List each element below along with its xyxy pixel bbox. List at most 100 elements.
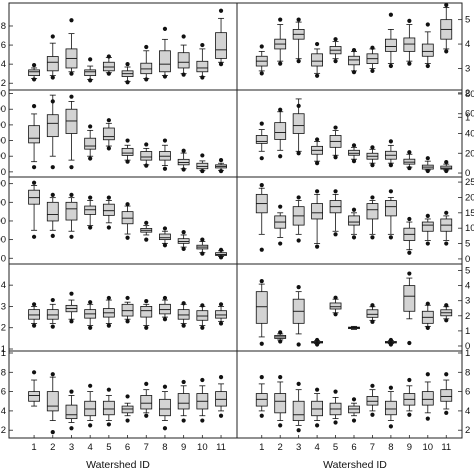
left-tick-label: 2 xyxy=(1,78,6,89)
panel-1-right xyxy=(255,2,453,78)
outlier-point xyxy=(162,166,168,171)
box-watershed-6 xyxy=(348,143,360,164)
outlier-point xyxy=(296,17,301,22)
left-tick-label: 8 xyxy=(1,21,6,32)
outlier-point xyxy=(218,158,224,163)
outlier-point xyxy=(333,59,338,64)
outlier-point xyxy=(259,71,264,76)
outlier-point xyxy=(144,325,149,330)
outlier-point xyxy=(259,247,264,252)
outlier-point xyxy=(144,299,149,304)
outlier-point xyxy=(278,423,283,428)
left-tick-label: 00 xyxy=(0,120,6,131)
outlier-point xyxy=(125,295,130,301)
box-watershed-8 xyxy=(159,26,171,79)
box-watershed-7 xyxy=(366,45,379,74)
outlier-point xyxy=(315,137,320,142)
box-iqr xyxy=(366,309,379,318)
outlier-point xyxy=(218,302,224,307)
box-iqr xyxy=(403,37,416,52)
box-iqr xyxy=(102,400,115,416)
box-watershed-4 xyxy=(84,124,97,161)
box-watershed-7 xyxy=(140,381,153,418)
box-watershed-5 xyxy=(329,37,342,64)
outlier-point xyxy=(351,159,357,164)
box-watershed-8 xyxy=(384,385,397,429)
box-watershed-6 xyxy=(121,394,134,423)
outlier-point xyxy=(31,63,37,68)
outlier-point xyxy=(69,192,74,197)
panel-3-left xyxy=(28,180,227,260)
x-tick-label: 3 xyxy=(296,442,301,453)
outlier-point xyxy=(69,165,74,170)
box-watershed-6 xyxy=(348,325,360,330)
box-watershed-2 xyxy=(46,297,59,329)
x-tick-label: 10 xyxy=(197,442,208,453)
outlier-point xyxy=(125,394,130,399)
outlier-point xyxy=(162,226,168,231)
outlier-point xyxy=(296,195,301,200)
outlier-point xyxy=(181,72,186,77)
x-tick-label: 4 xyxy=(314,442,319,453)
outlier-point xyxy=(444,210,449,215)
box-watershed-11 xyxy=(440,160,453,174)
outlier-point xyxy=(88,383,93,388)
box-watershed-10 xyxy=(196,153,209,174)
outlier-point xyxy=(218,321,224,326)
x-tick-label: 3 xyxy=(69,442,74,453)
box-watershed-6 xyxy=(121,295,134,324)
outlier-point xyxy=(125,235,130,240)
box-watershed-3 xyxy=(292,98,305,156)
outlier-point xyxy=(333,420,338,425)
x-tick-label: 2 xyxy=(50,442,55,453)
box-watershed-7 xyxy=(366,383,379,417)
outlier-point xyxy=(31,370,37,375)
box-watershed-5 xyxy=(102,54,115,76)
outlier-point xyxy=(88,78,93,83)
right-tick-label: 60 xyxy=(465,109,474,120)
right-tick-label: 2 xyxy=(465,311,470,322)
box-iqr xyxy=(140,395,153,410)
outlier-point xyxy=(388,385,393,390)
box-watershed-7 xyxy=(366,303,379,324)
box-iqr xyxy=(46,309,59,320)
outlier-point xyxy=(88,423,93,428)
left-tick-label: 00 xyxy=(0,151,6,162)
left-tick-label: 1 xyxy=(1,344,6,355)
outlier-point xyxy=(425,168,430,174)
outlier-point xyxy=(444,2,449,8)
box-watershed-10 xyxy=(421,372,434,421)
outlier-point xyxy=(106,225,111,230)
box-watershed-3 xyxy=(65,291,78,324)
panel-5-left xyxy=(28,370,227,435)
outlier-point xyxy=(106,323,111,328)
box-watershed-1 xyxy=(255,121,268,161)
box-iqr xyxy=(329,302,342,310)
outlier-point xyxy=(200,377,205,383)
box-iqr xyxy=(421,221,434,232)
box-watershed-8 xyxy=(384,189,397,240)
outlier-point xyxy=(162,295,168,301)
box-watershed-2 xyxy=(274,204,287,246)
box-iqr xyxy=(384,38,397,52)
box-iqr xyxy=(159,50,171,73)
outlier-point xyxy=(351,48,357,53)
left-tick-label: 8 xyxy=(1,367,6,378)
box-watershed-9 xyxy=(403,18,416,66)
box-watershed-7 xyxy=(366,145,379,168)
box-watershed-10 xyxy=(421,213,434,246)
outlier-point xyxy=(444,160,449,165)
box-watershed-4 xyxy=(84,383,97,428)
box-watershed-10 xyxy=(196,303,209,330)
outlier-point xyxy=(278,17,283,22)
outlier-point xyxy=(200,418,205,423)
right-tick-label: 2 xyxy=(465,88,470,99)
box-iqr xyxy=(255,135,268,144)
box-iqr xyxy=(28,309,40,320)
box-iqr xyxy=(274,122,287,140)
outlier-point xyxy=(218,8,224,13)
outlier-point xyxy=(144,163,149,168)
box-iqr xyxy=(440,389,453,402)
outlier-point xyxy=(351,418,357,423)
outlier-point xyxy=(259,413,264,418)
